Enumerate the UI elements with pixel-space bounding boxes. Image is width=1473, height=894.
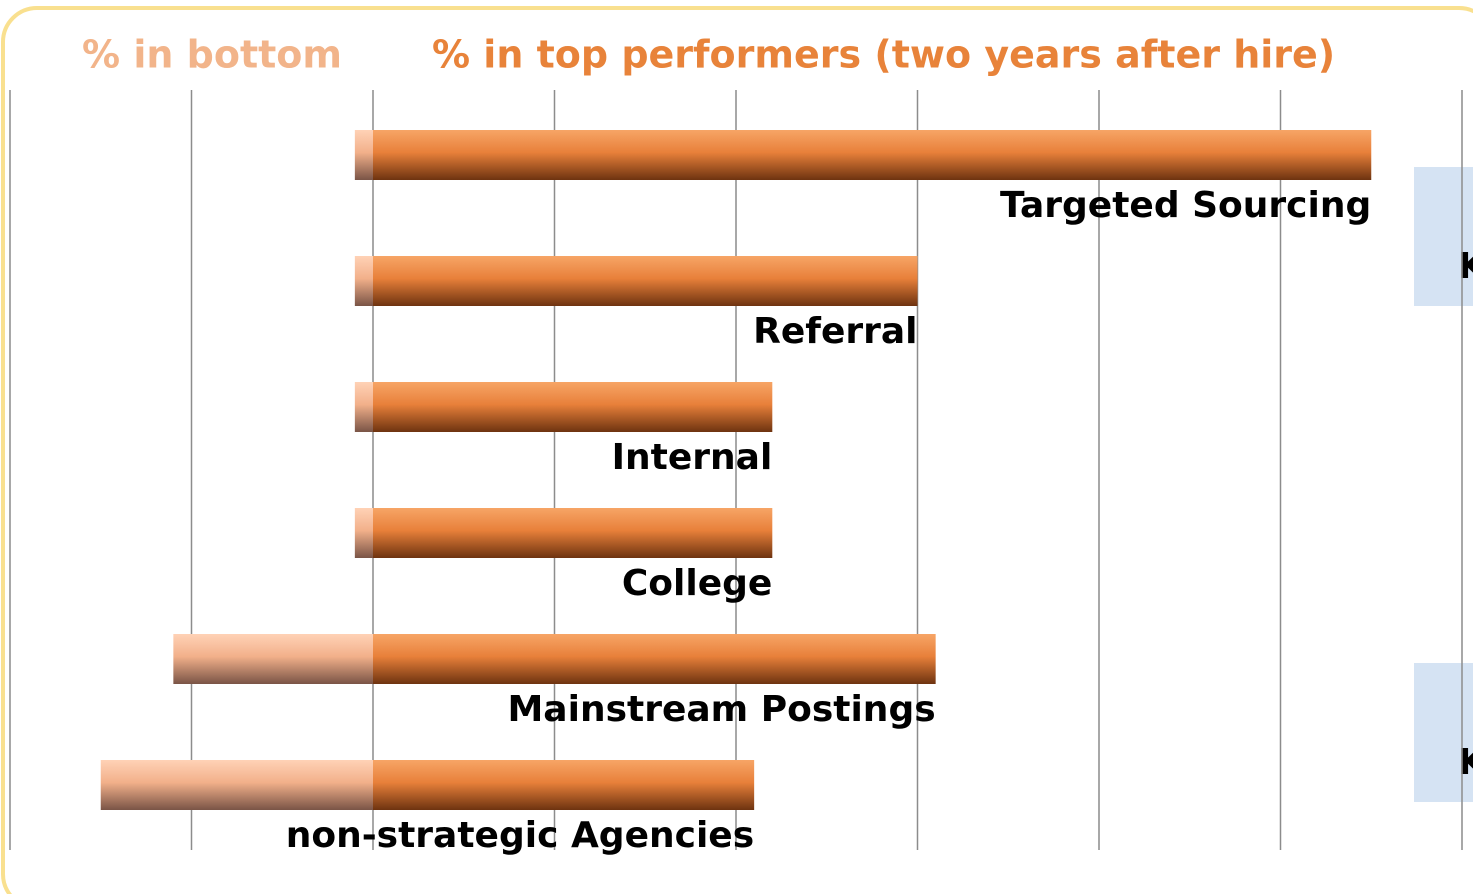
- category-label: Mainstream Postings: [507, 689, 935, 730]
- side-box: [1414, 167, 1473, 306]
- bar: [373, 256, 918, 306]
- side-box: [1414, 663, 1473, 802]
- side-label: K: [1458, 246, 1473, 287]
- category-label: College: [622, 563, 772, 604]
- bar: [373, 760, 755, 810]
- category-label: Targeted Sourcing: [1000, 185, 1371, 226]
- legend-bottom: % in bottom: [82, 33, 342, 77]
- side-label: K: [1458, 742, 1473, 783]
- bar: [373, 508, 773, 558]
- legend-top: % in top performers (two years after hir…: [432, 33, 1335, 77]
- bar: [173, 634, 373, 684]
- bar: [100, 760, 373, 810]
- bar: [373, 634, 936, 684]
- bar: [354, 508, 373, 558]
- category-label: Referral: [753, 311, 917, 352]
- bar: [354, 382, 373, 432]
- bar: [354, 130, 373, 180]
- category-label: Internal: [612, 437, 773, 478]
- bar: [373, 130, 1372, 180]
- bar: [373, 382, 773, 432]
- bar: [354, 256, 373, 306]
- category-label: non-strategic Agencies: [286, 815, 754, 856]
